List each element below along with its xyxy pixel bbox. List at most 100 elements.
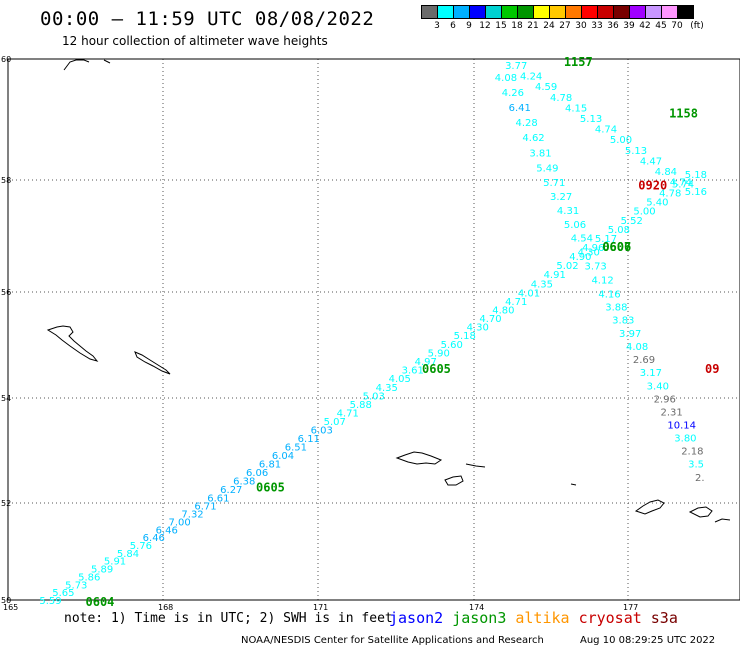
coastline (46, 59, 731, 523)
map-title: 00:00 — 11:59 UTC 08/08/2022 (40, 8, 375, 30)
swh-point: 4.70 (479, 314, 501, 325)
swh-point: 4.74 (595, 125, 617, 136)
swh-point: 4.71 (337, 408, 359, 419)
lat-tick-label: 50 (1, 596, 11, 605)
swh-point: 2.96 (654, 395, 676, 406)
pass-time-label: 0606 (602, 240, 631, 254)
lon-tick-label: 177 (623, 603, 638, 612)
lat-tick-label: 60 (1, 55, 11, 64)
swh-point: 3.61 (402, 366, 424, 377)
swh-point: 4.35 (376, 383, 398, 394)
swh-point: 4.90 (569, 252, 591, 263)
swh-point: 5.65 (52, 588, 74, 599)
swh-point: 4.59 (535, 82, 557, 93)
swh-point: 4.30 (467, 323, 489, 334)
swh-point: 4.31 (557, 206, 579, 217)
swh-point: 3.88 (605, 302, 627, 313)
lon-tick-label: 171 (313, 603, 328, 612)
legend-label: 70 (671, 21, 683, 31)
swh-point: 4.15 (565, 103, 587, 114)
swh-point: 5.00 (610, 135, 632, 146)
swh-point: 5.88 (350, 400, 372, 411)
satellite-legend: jason2 jason3 altika cryosat s3a (389, 609, 687, 627)
lat-tick-label: 56 (1, 288, 11, 297)
swh-point: 5.74 (672, 179, 694, 190)
coastline-aleutian-island-g (714, 518, 731, 523)
swh-point: 10.14 (667, 421, 696, 432)
swh-point: 4.26 (502, 88, 524, 99)
satellite-name: altika (515, 609, 570, 627)
swh-point: 5.86 (78, 572, 100, 583)
swh-point: 5.52 (621, 216, 643, 227)
swh-point: 6.06 (246, 468, 268, 479)
swh-point: 4.97 (415, 357, 437, 368)
swh-point: 4.80 (492, 305, 514, 316)
swh-point: 5.60 (441, 340, 463, 351)
swh-point: 6.38 (233, 476, 255, 487)
lat-tick-label: 58 (1, 176, 11, 185)
swh-point: 4.96 (582, 243, 604, 254)
satellite-name: s3a (650, 609, 678, 627)
swh-point: 4.62 (522, 133, 544, 144)
footer-note: note: 1) Time is in UTC; 2) SWH is in fe… (64, 611, 393, 626)
coastline-aleutian-island-d (570, 483, 577, 486)
swh-point: 3.81 (529, 148, 551, 159)
color-scale-legend: 3 6 9 12 15 18 21 24 27 30 33 36 39 42 45 70 (ft) (421, 5, 740, 33)
coastline-pribilof-island (46, 325, 99, 362)
swh-point: 5.18 (685, 170, 707, 181)
swh-point: 5.90 (428, 348, 450, 359)
lon-tick-label: 168 (158, 603, 173, 612)
swh-point: 5.76 (130, 541, 152, 552)
swh-point: 5.13 (580, 114, 602, 125)
swh-point: 5.73 (65, 580, 87, 591)
lat-tick-label: 52 (1, 499, 11, 508)
legend-label: 27 (559, 21, 571, 31)
swh-point: 3.97 (619, 329, 641, 340)
swh-point: 5.71 (543, 178, 565, 189)
legend-label: 33 (591, 21, 603, 31)
lon-tick-label: 165 (3, 603, 18, 612)
legend-unit: (ft) (690, 21, 704, 31)
swh-point: 4.54 (571, 234, 593, 245)
swh-point: 4.24 (520, 72, 542, 83)
swh-point: 4.91 (544, 270, 566, 281)
pass-time-label: 0605 (256, 480, 285, 494)
swh-point: 4.35 (531, 279, 553, 290)
legend-label: 24 (543, 21, 555, 31)
pass-time-label: 1158 (669, 106, 698, 120)
pass-time-label: 09 (705, 362, 719, 376)
coastline-alaska-north (63, 59, 111, 71)
swh-point: 3.83 (612, 316, 634, 327)
color-scale-boxes (421, 5, 740, 19)
swh-point: 6.51 (285, 442, 307, 453)
legend-label: 6 (450, 21, 456, 31)
generated-timestamp: Aug 10 08:29:25 UTC 2022 (580, 635, 716, 646)
swh-point: 4.30 (578, 248, 600, 259)
swh-point: 5.18 (454, 331, 476, 342)
swh-point: 2. (695, 473, 705, 484)
swh-point: 4.78 (659, 189, 681, 200)
swh-point: 5.16 (685, 187, 707, 198)
swh-point: 2.31 (660, 408, 682, 419)
lat-lon-grid: 165 168 171 174 177 60 58 56 54 52 50 (1, 55, 740, 612)
coastline-aleutian-island-a (395, 451, 443, 465)
swh-point: 6.41 (509, 103, 531, 114)
swh-point: 6.03 (311, 425, 333, 436)
swh-point: 5.89 (91, 565, 113, 576)
swh-point: 4.08 (626, 342, 648, 353)
swh-point: 5.00 (633, 207, 655, 218)
swh-point: 2.18 (681, 447, 703, 458)
map-subtitle: 12 hour collection of altimeter wave hei… (62, 34, 328, 48)
swh-point: 6.27 (220, 485, 242, 496)
coastline-aleutian-island-f (688, 506, 713, 518)
pass-time-label: 0605 (422, 362, 451, 376)
satellite-name: jason2 (389, 609, 444, 627)
swh-point: 5.07 (324, 417, 346, 428)
legend-label: 15 (495, 21, 507, 31)
swh-point: 5.13 (625, 146, 647, 157)
satellite-name: jason3 (452, 609, 507, 627)
swh-point: 3.40 (647, 381, 669, 392)
swh-point: 4.28 (516, 118, 538, 129)
swh-point: 6.04 (272, 451, 294, 462)
